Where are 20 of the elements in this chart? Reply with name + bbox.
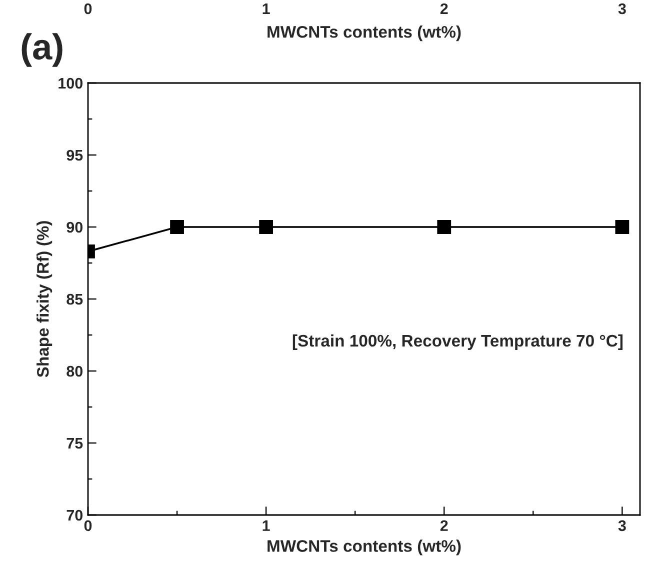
- y-tick-label: 100: [58, 78, 83, 89]
- y-tick-label: 75: [66, 438, 83, 449]
- y-tick-label: 90: [66, 222, 83, 233]
- y-axis-title: Shape fixity (Rf) (%): [36, 221, 52, 378]
- y-tick-label: 80: [66, 366, 83, 377]
- x-tick-label: 0: [84, 520, 92, 532]
- x2-tick-label: 0: [84, 3, 92, 14]
- annotation: [Strain 100%, Recovery Temprature 70 °C]: [292, 334, 623, 350]
- text: (a): [22, 33, 62, 67]
- x-tick-label: 3: [618, 520, 626, 532]
- y-tick-label: 95: [66, 150, 83, 161]
- x2-tick-label: 1: [262, 3, 270, 14]
- x-tick-label: 2: [440, 520, 448, 531]
- y-tick-label: 70: [66, 510, 83, 521]
- x-axis-title: MWCNTs contents (wt%): [268, 540, 461, 556]
- x-tick-label: 1: [262, 520, 270, 531]
- x2-tick-label: 2: [440, 3, 448, 14]
- x2-tick-label: 3: [618, 3, 626, 14]
- y-tick-label: 85: [66, 294, 83, 305]
- x2-axis-title: MWCNTs contents (wt%): [268, 26, 461, 42]
